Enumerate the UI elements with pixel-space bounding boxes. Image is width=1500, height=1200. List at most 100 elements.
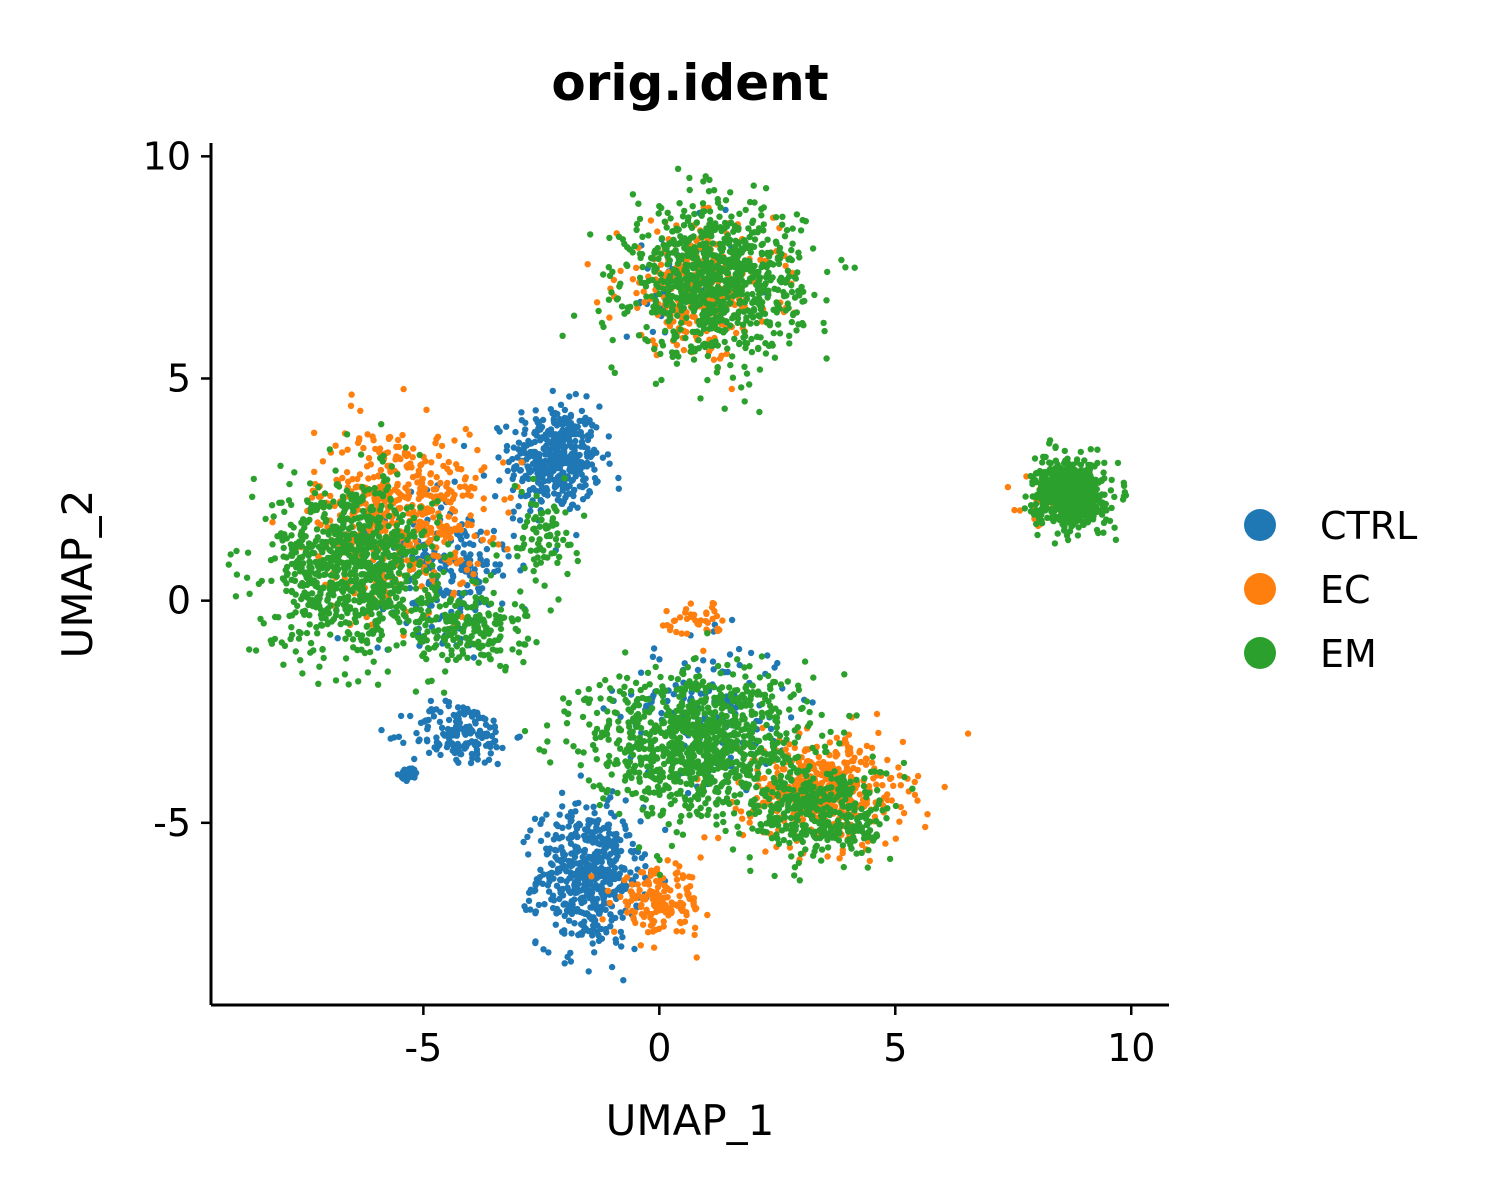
point-ec [633, 289, 640, 297]
point-em [820, 319, 827, 327]
point-ctrl [567, 411, 575, 419]
point-ctrl [467, 551, 474, 558]
point-ec [628, 881, 636, 888]
point-ctrl [560, 455, 567, 462]
point-em [643, 293, 650, 300]
point-em [342, 635, 349, 642]
point-ec [680, 346, 688, 354]
point-em [347, 571, 354, 578]
point-em [397, 557, 404, 564]
point-ctrl [621, 866, 628, 873]
point-ctrl [549, 387, 556, 395]
point-em [750, 274, 757, 281]
point-ec [692, 906, 699, 913]
point-em [675, 256, 683, 263]
point-em [788, 318, 795, 326]
point-ctrl [572, 830, 579, 837]
point-em [268, 577, 275, 584]
point-em [743, 370, 751, 377]
point-ctrl [622, 797, 629, 804]
point-em [321, 510, 328, 518]
point-em [691, 210, 698, 218]
point-ctrl [614, 848, 622, 855]
point-ctrl [629, 849, 636, 856]
point-em [318, 622, 326, 629]
point-ctrl [496, 561, 504, 568]
point-ctrl [522, 492, 529, 500]
point-ec [405, 510, 412, 517]
point-em [736, 263, 743, 270]
point-em [255, 580, 263, 587]
point-ec [635, 892, 642, 899]
point-em [352, 618, 360, 626]
point-em [703, 255, 710, 262]
point-em [595, 307, 602, 315]
point-ec [384, 449, 392, 456]
point-em [404, 572, 411, 579]
point-em [387, 590, 394, 597]
point-ctrl [583, 884, 590, 892]
point-em [355, 546, 362, 553]
point-ctrl [576, 483, 583, 490]
point-ctrl [629, 840, 636, 848]
point-em [681, 235, 688, 242]
point-ctrl [623, 882, 630, 890]
point-ctrl [577, 930, 584, 937]
point-ctrl [594, 478, 601, 485]
point-ec [447, 534, 454, 542]
point-ec [332, 442, 339, 449]
point-ctrl [503, 442, 511, 450]
point-ctrl [532, 910, 539, 917]
point-ctrl [435, 740, 442, 747]
point-ctrl [581, 898, 588, 905]
point-em [606, 234, 613, 242]
point-ctrl [460, 442, 468, 450]
point-ctrl [605, 825, 612, 832]
point-em [776, 255, 784, 262]
point-ctrl [462, 740, 470, 747]
point-ctrl [557, 429, 564, 437]
point-em [314, 583, 321, 591]
point-em [781, 233, 789, 240]
point-em [611, 369, 618, 376]
point-em [288, 532, 295, 539]
point-em [436, 513, 443, 520]
point-ctrl [564, 429, 572, 436]
point-em [393, 594, 400, 601]
point-ctrl [552, 465, 559, 472]
point-ctrl [461, 541, 468, 548]
point-ctrl [537, 496, 544, 504]
point-em [715, 298, 722, 305]
point-ec [349, 475, 356, 483]
point-ec [638, 869, 645, 876]
point-ctrl [416, 736, 423, 743]
point-ec [470, 571, 477, 578]
point-ec [399, 431, 406, 439]
point-ctrl [536, 879, 543, 886]
point-ctrl [553, 910, 560, 917]
point-ctrl [579, 909, 586, 916]
point-em [684, 217, 692, 224]
point-ctrl [614, 835, 621, 842]
point-ec [479, 536, 486, 543]
point-em [311, 489, 319, 497]
point-em [761, 310, 769, 317]
point-ec [791, 744, 798, 751]
point-ctrl [474, 756, 481, 763]
point-em [693, 273, 700, 281]
point-em [307, 562, 314, 569]
point-ec [433, 486, 440, 493]
point-ec [661, 882, 668, 889]
point-ctrl [503, 423, 510, 430]
point-ec [639, 893, 647, 901]
point-em [710, 308, 718, 316]
point-em [670, 238, 678, 245]
point-ctrl [524, 833, 531, 841]
point-ctrl [619, 933, 626, 941]
point-em [283, 535, 290, 542]
point-em [283, 580, 290, 587]
point-ctrl [771, 664, 778, 671]
point-em [344, 515, 351, 522]
point-ec [593, 299, 601, 306]
point-ec [697, 854, 704, 861]
